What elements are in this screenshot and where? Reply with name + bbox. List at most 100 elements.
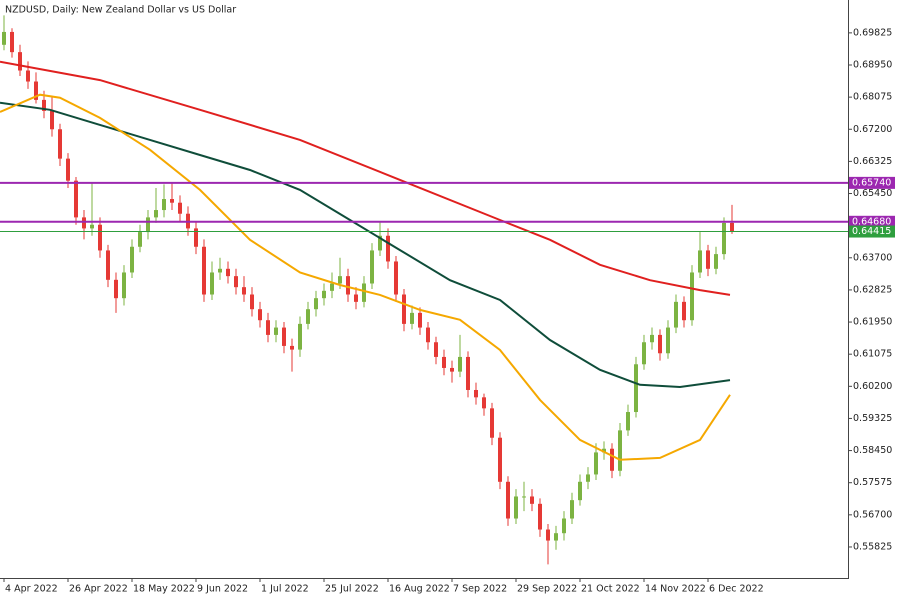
chart-title: NZDUSD, Daily: New Zealand Dollar vs US …	[5, 5, 236, 16]
candle-body	[522, 496, 526, 498]
candle-body	[50, 110, 54, 130]
x-tick-label: 9 Jun 2022	[197, 584, 248, 595]
candle-body	[346, 276, 350, 295]
candle-body	[34, 81, 38, 100]
x-tick-label: 16 Aug 2022	[389, 584, 450, 595]
candle-body	[170, 199, 174, 203]
candle-body	[258, 309, 262, 321]
candle-body	[378, 235, 382, 251]
candle-body	[338, 276, 342, 284]
y-tick-label: 0.55825	[853, 541, 892, 552]
x-tick-label: 25 Jul 2022	[325, 584, 379, 595]
candle-body	[362, 283, 366, 302]
y-tick-label: 0.65450	[853, 188, 892, 199]
y-tick-label: 0.58450	[853, 445, 892, 456]
x-tick-label: 26 Apr 2022	[69, 584, 128, 595]
candle-body	[330, 283, 334, 291]
candle-body	[242, 287, 246, 295]
candle-body	[498, 437, 502, 482]
y-tick-label: 0.62825	[853, 284, 892, 295]
candle-body	[634, 364, 638, 413]
candle-body	[466, 356, 470, 390]
candle-body	[698, 250, 702, 273]
candle-body	[66, 158, 70, 181]
candle-body	[250, 294, 254, 310]
candle-body	[602, 448, 606, 453]
candle-body	[722, 222, 726, 255]
candle-body	[154, 210, 158, 218]
y-tick-label: 0.60200	[853, 381, 892, 392]
candle-body	[410, 312, 414, 324]
candle-body	[370, 250, 374, 284]
level-label: 0.64680	[852, 216, 891, 227]
y-tick-label: 0.56700	[853, 509, 892, 520]
candle-body	[290, 345, 294, 350]
level-label-bg	[849, 176, 895, 189]
candle-body	[42, 99, 46, 111]
candle-body	[314, 298, 318, 310]
y-tick-label: 0.61950	[853, 317, 892, 328]
level-label: 0.64415	[852, 226, 891, 237]
candle-body	[18, 52, 22, 71]
y-tick-label: 0.59325	[853, 413, 892, 424]
y-tick-label: 0.68075	[853, 92, 892, 103]
candle-body	[266, 320, 270, 335]
candle-body	[714, 254, 718, 269]
y-tick-label: 0.68950	[853, 59, 892, 70]
candle-body	[546, 529, 550, 541]
y-tick-label: 0.67200	[853, 124, 892, 135]
candle-body	[642, 342, 646, 365]
y-tick-label: 0.61075	[853, 349, 892, 360]
candle-body	[674, 301, 678, 328]
candle-body	[666, 327, 670, 354]
candle-body	[426, 327, 430, 343]
candle-body	[570, 500, 574, 519]
candle-body	[506, 481, 510, 519]
x-tick-label: 1 Jul 2022	[261, 584, 309, 595]
candle-body	[706, 250, 710, 269]
candle-body	[98, 224, 102, 251]
candle-body	[306, 309, 310, 324]
candle-body	[194, 228, 198, 247]
moving-average	[0, 60, 731, 296]
candle-body	[730, 222, 734, 232]
candle-body	[434, 342, 438, 357]
x-tick-label: 6 Dec 2022	[709, 584, 764, 595]
candle-body	[650, 334, 654, 343]
level-label-bg	[849, 215, 895, 228]
candle-body	[490, 408, 494, 438]
moving-average	[0, 93, 731, 461]
candle-body	[218, 268, 222, 273]
candle-body	[162, 199, 166, 211]
candle-body	[178, 202, 182, 214]
candle-body	[402, 294, 406, 324]
candle-body	[2, 31, 6, 45]
candle-body	[122, 272, 126, 299]
candle-body	[210, 272, 214, 295]
candle-body	[202, 246, 206, 295]
moving-average	[0, 101, 731, 389]
candle-body	[538, 503, 542, 530]
level-label: 0.65740	[852, 177, 891, 188]
x-tick-label: 29 Sep 2022	[517, 584, 577, 595]
candle-body	[594, 452, 598, 475]
x-tick-label: 18 May 2022	[133, 584, 195, 595]
candle-body	[530, 496, 534, 504]
candle-body	[322, 290, 326, 299]
candle-body	[610, 448, 614, 471]
candle-body	[274, 327, 278, 335]
candle-body	[26, 70, 30, 82]
candle-body	[562, 518, 566, 534]
candle-body	[58, 129, 62, 159]
candle-body	[282, 327, 286, 346]
candle-body	[74, 180, 78, 218]
candle-body	[354, 294, 358, 302]
candle-body	[90, 224, 94, 229]
candle-body	[554, 533, 558, 541]
candle-body	[482, 397, 486, 409]
x-tick-label: 7 Sep 2022	[453, 584, 507, 595]
candle-body	[82, 217, 86, 229]
candle-body	[418, 312, 422, 328]
